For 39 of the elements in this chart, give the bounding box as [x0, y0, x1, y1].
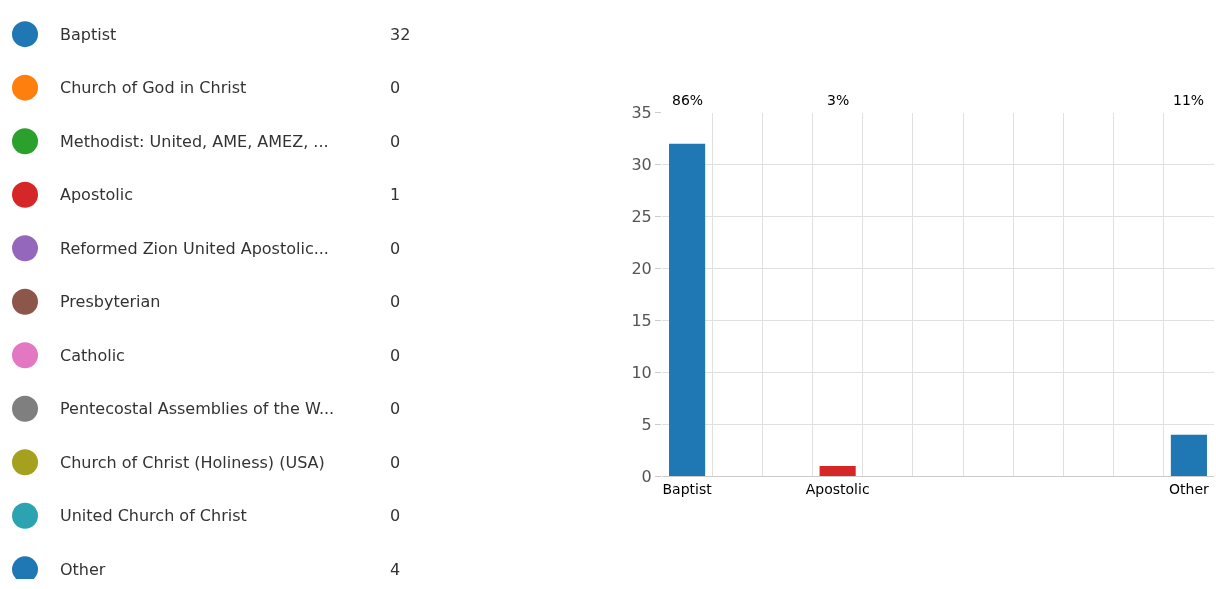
data-label: 0	[390, 292, 401, 311]
y-tick-label: 25	[631, 207, 652, 227]
category-label: Church of Christ (Holiness) (USA)	[60, 453, 325, 472]
bar	[819, 466, 856, 477]
y-tick-label: 20	[631, 259, 652, 279]
y-tick-label: 0	[641, 467, 652, 487]
data-label: 0	[390, 132, 401, 151]
x-tick-label: Baptist	[662, 481, 713, 498]
category-label: Reformed Zion United Apostolic...	[60, 239, 329, 258]
data-label: 0	[390, 506, 401, 525]
data-label: 0	[390, 346, 401, 365]
text: 11%	[1173, 92, 1205, 108]
data-label: 1	[390, 185, 401, 204]
category-label: Catholic	[60, 346, 125, 365]
y-tick-label: 10	[631, 363, 652, 383]
data-label: 0	[390, 239, 401, 258]
text: 3%	[827, 92, 850, 108]
y-tick-label: 30	[631, 155, 652, 175]
category-label: Other	[60, 560, 106, 579]
category-label: Presbyterian	[60, 292, 161, 311]
category-label: Methodist: United, AME, AMEZ, ...	[60, 132, 329, 151]
y-tick-label: 15	[631, 311, 652, 331]
text: 86%	[672, 92, 704, 108]
y-tick-label: 35	[631, 103, 652, 123]
category-label: Apostolic	[60, 185, 133, 204]
data-label: 32	[390, 25, 411, 44]
data-label: 0	[390, 453, 401, 472]
data-label: 0	[390, 399, 401, 418]
x-tick-label: Other	[1169, 481, 1210, 498]
bar	[669, 143, 706, 477]
y-tick-label: 5	[641, 415, 652, 435]
category-label: Church of God in Christ	[60, 78, 247, 97]
category-label: Baptist	[60, 25, 117, 44]
bar	[1170, 434, 1207, 477]
data-label: 0	[390, 78, 401, 97]
data-label: 4	[390, 560, 401, 579]
x-tick-label: Apostolic	[805, 481, 870, 498]
category-label: Pentecostal Assemblies of the W...	[60, 399, 335, 418]
category-label: United Church of Christ	[60, 506, 247, 525]
